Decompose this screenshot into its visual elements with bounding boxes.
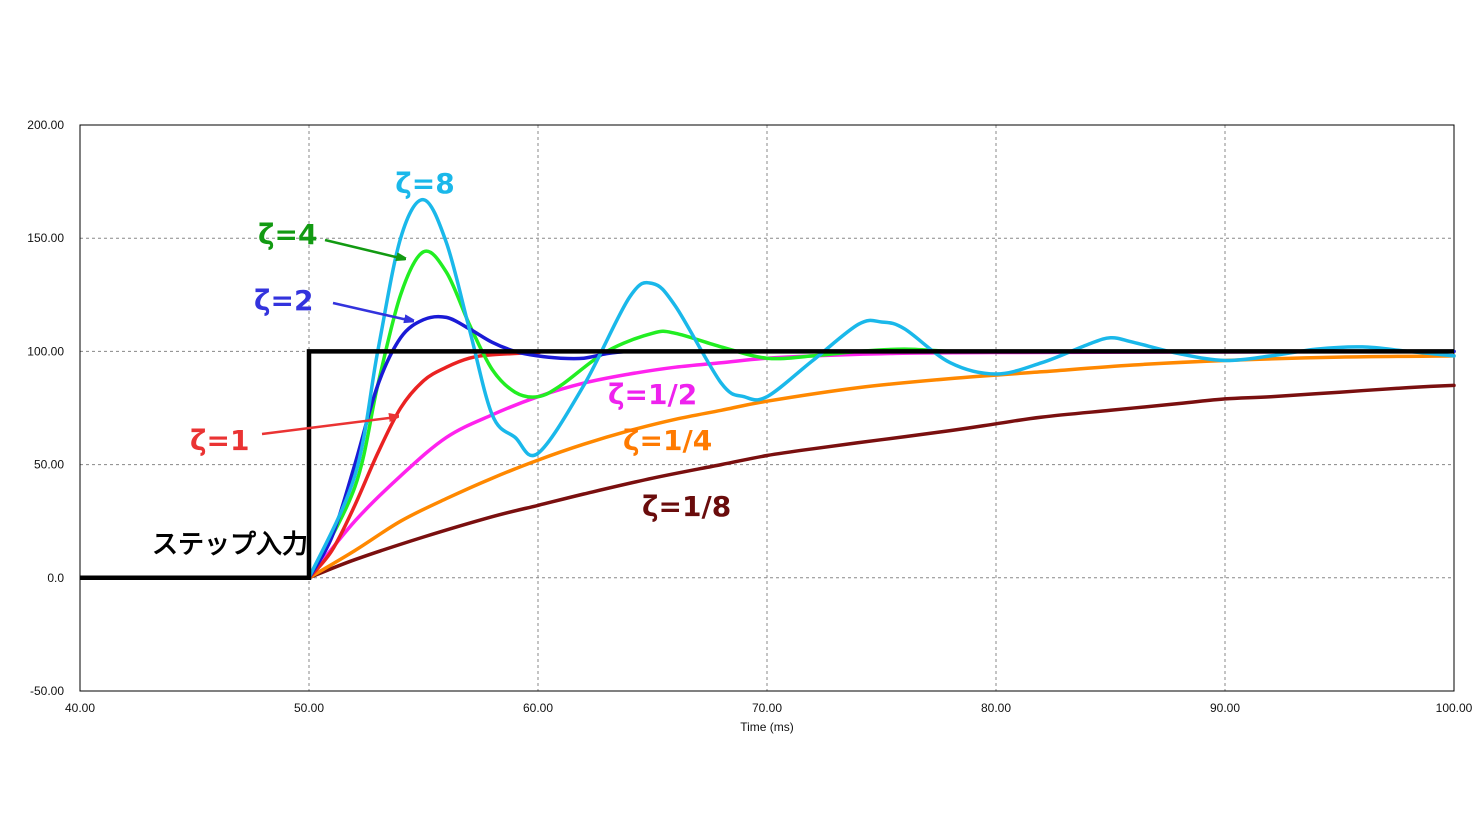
y-tick-label: 200.00 [27,118,64,132]
annotation-arrow [332,301,412,321]
series-layer [307,197,1456,580]
x-axis-title: Time (ms) [740,720,794,734]
y-tick-label: 50.00 [34,458,64,472]
y-tick-label: 0.0 [47,571,64,585]
annotation-arrow [324,238,404,259]
annotation-arrow [261,417,397,436]
x-tick-labels: 40.00 50.00 60.00 70.00 80.00 90.00 100.00 [65,701,1473,715]
x-tick-label: 90.00 [1210,701,1240,715]
annotation-label: ζ=1/2 [608,378,697,411]
x-tick-label: 100.00 [1436,701,1473,715]
series-line [307,197,1456,580]
series-line [307,383,1456,580]
series-line [307,354,1456,580]
grid-lines [80,125,1454,691]
x-tick-label: 70.00 [752,701,782,715]
y-tick-label: 100.00 [27,344,64,358]
x-tick-label: 60.00 [523,701,553,715]
step-input-label: ステップ入力 [152,530,308,560]
annotation-label: ζ=8 [395,167,455,200]
y-tick-label: 150.00 [27,231,64,245]
annotation-label: ζ=1 [190,424,250,457]
series-line [307,249,1456,580]
annotation-label: ζ=4 [258,218,318,251]
y-tick-labels: 200.00 150.00 100.00 50.00 0.0 -50.00 [27,118,64,698]
annotations: ζ=8 ζ=4 ζ=2 ζ=1 ζ=1/2 ζ=1/4 ζ=1/8 [190,167,731,523]
plot-frame [79,124,1455,692]
x-tick-label: 50.00 [294,701,324,715]
annotation-label: ζ=1/4 [623,424,712,457]
step-input-line [80,349,1454,581]
x-tick-label: 40.00 [65,701,95,715]
annotation-label: ζ=2 [254,284,314,317]
x-tick-label: 80.00 [981,701,1011,715]
y-tick-label: -50.00 [30,684,64,698]
annotation-label: ζ=1/8 [642,490,731,523]
